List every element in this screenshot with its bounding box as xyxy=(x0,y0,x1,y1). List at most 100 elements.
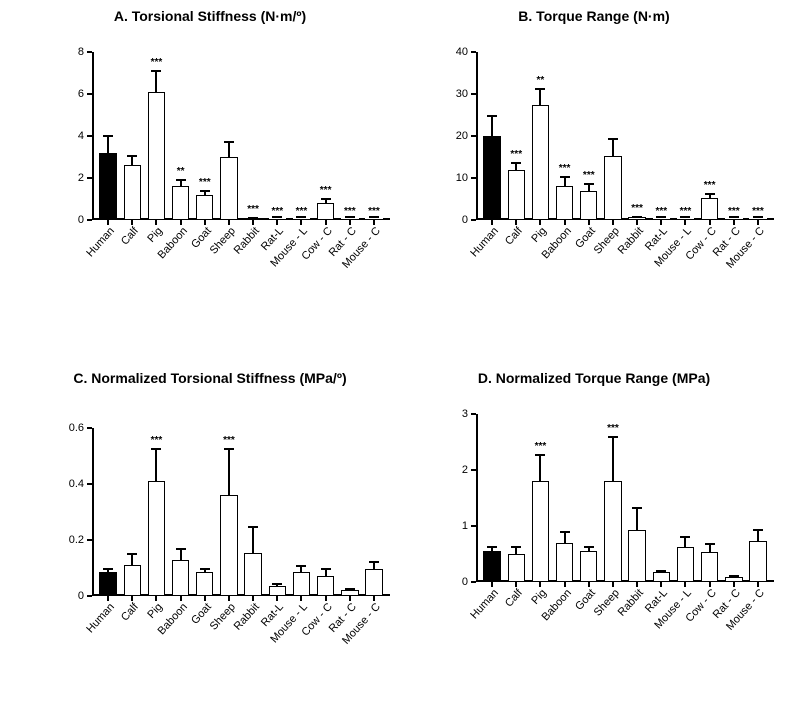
x-tick-label: Rabbit xyxy=(616,225,646,257)
bar xyxy=(124,565,141,596)
bar xyxy=(148,92,165,220)
bar-slot xyxy=(120,565,144,596)
bar-slot: *** xyxy=(601,481,625,582)
error-bar xyxy=(325,569,327,577)
y-tick: 0.2 xyxy=(69,534,92,546)
x-tick-label: Pig xyxy=(530,225,550,245)
y-tick-label: 0.4 xyxy=(69,478,84,490)
error-bar xyxy=(709,544,711,554)
bar xyxy=(99,153,116,220)
error-bar xyxy=(564,532,566,544)
panel-title: B. Torque Range (N·m) xyxy=(404,8,784,25)
significance-label: *** xyxy=(320,185,332,196)
bar-slot xyxy=(120,165,144,220)
x-tick-label: Human xyxy=(468,587,501,621)
bar xyxy=(677,547,694,582)
bar-slot xyxy=(96,153,120,220)
y-tick: 20 xyxy=(456,130,476,142)
y-tick-label: 3 xyxy=(462,408,468,420)
bar-slot xyxy=(217,157,241,220)
y-tick: 3 xyxy=(462,408,476,420)
error-bar xyxy=(733,576,735,578)
significance-label: *** xyxy=(368,206,380,217)
significance-label: *** xyxy=(199,177,211,188)
bar xyxy=(269,586,286,596)
bar-slot xyxy=(241,553,265,596)
bar-slot: *** xyxy=(314,203,338,220)
error-bar xyxy=(252,218,254,219)
bar xyxy=(293,572,310,596)
error-bar xyxy=(539,89,541,106)
significance-label: *** xyxy=(559,163,571,174)
error-bar xyxy=(660,217,662,218)
bar-slot xyxy=(698,552,722,582)
error-bar xyxy=(228,449,230,497)
bar xyxy=(172,186,189,220)
bar-slot xyxy=(96,572,120,596)
significance-label: *** xyxy=(271,206,283,217)
y-tick: 1 xyxy=(462,520,476,532)
x-tick-label: Human xyxy=(84,225,117,259)
x-tick-label: Human xyxy=(468,225,501,259)
x-tick-label: Calf xyxy=(119,225,141,248)
error-bar xyxy=(757,530,759,542)
bar-slot: *** xyxy=(698,198,722,220)
bar-slot: *** xyxy=(553,186,577,220)
panel-A: A. Torsional Stiffness (N·m/º)02468*****… xyxy=(20,8,400,338)
bar xyxy=(220,495,237,596)
bar-slot: ** xyxy=(528,105,552,221)
bar xyxy=(317,203,334,220)
bar-slot xyxy=(673,547,697,582)
significance-label: *** xyxy=(247,204,259,215)
bar xyxy=(124,165,141,220)
significance-label: ** xyxy=(537,75,545,86)
y-tick: 40 xyxy=(456,46,476,58)
bar-slot xyxy=(649,572,673,582)
plot-area: 00.20.40.6******HumanCalfPigBaboonGoatSh… xyxy=(92,428,390,596)
y-tick-label: 6 xyxy=(78,88,84,100)
bar xyxy=(317,576,334,596)
bar xyxy=(556,186,573,220)
x-tick-label: Pig xyxy=(146,601,166,621)
significance-label: *** xyxy=(680,206,692,217)
error-bar xyxy=(636,217,638,218)
error-bar xyxy=(180,549,182,560)
bar xyxy=(628,530,645,582)
x-tick-label: Sheep xyxy=(592,225,622,257)
bar xyxy=(701,552,718,582)
x-tick-label: Rabbit xyxy=(616,587,646,619)
error-bar xyxy=(107,569,109,573)
error-bar xyxy=(491,116,493,137)
y-tick: 8 xyxy=(78,46,92,58)
bar-slot xyxy=(169,560,193,596)
bars-container: *** *** xyxy=(476,414,774,582)
significance-label: ** xyxy=(177,166,185,177)
bar xyxy=(556,543,573,582)
y-tick-label: 4 xyxy=(78,130,84,142)
bar xyxy=(196,572,213,596)
x-tick-label: Calf xyxy=(503,587,525,610)
y-tick: 2 xyxy=(462,464,476,476)
bar-slot: *** xyxy=(528,481,552,582)
y-tick: 10 xyxy=(456,172,476,184)
bar-slot xyxy=(577,551,601,582)
bar-slot xyxy=(314,576,338,596)
error-bar xyxy=(107,136,109,154)
error-bar xyxy=(204,191,206,196)
significance-label: *** xyxy=(510,149,522,160)
bar xyxy=(580,551,597,582)
y-tick-label: 0 xyxy=(78,214,84,226)
error-bar xyxy=(204,569,206,573)
significance-label: *** xyxy=(296,206,308,217)
y-tick-label: 0 xyxy=(462,214,468,226)
error-bar xyxy=(131,156,133,167)
error-bar xyxy=(155,449,157,483)
y-tick-label: 30 xyxy=(456,88,468,100)
bar-slot xyxy=(601,156,625,220)
error-bar xyxy=(252,527,254,554)
x-tick-label: Calf xyxy=(503,225,525,248)
error-bar xyxy=(612,139,614,157)
bar-slot xyxy=(480,136,504,220)
error-bar xyxy=(276,584,278,587)
significance-label: *** xyxy=(344,206,356,217)
